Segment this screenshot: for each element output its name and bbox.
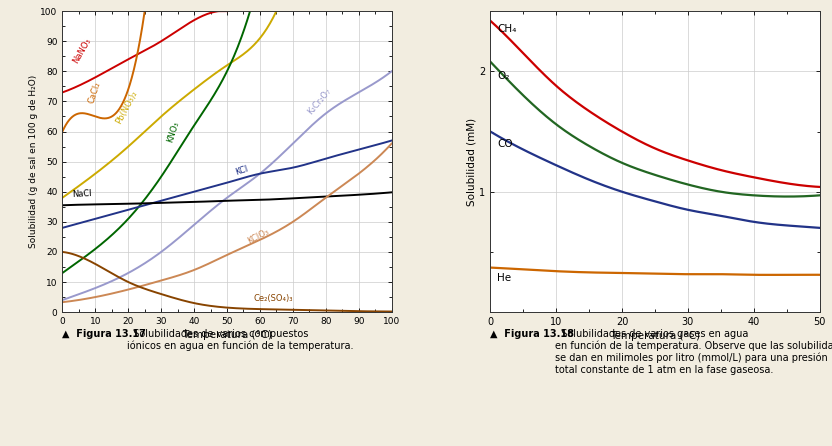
Text: He: He <box>497 273 511 283</box>
Text: ▲  Figura 13.18: ▲ Figura 13.18 <box>490 329 574 339</box>
Text: K₂Cr₂O₇: K₂Cr₂O₇ <box>305 87 333 116</box>
Text: O₂: O₂ <box>497 71 509 81</box>
X-axis label: Temperatura (°C): Temperatura (°C) <box>182 330 272 340</box>
X-axis label: Temperatura (°C): Temperatura (°C) <box>610 331 700 341</box>
Text: CH₄: CH₄ <box>497 24 517 34</box>
Text: NaNO₃: NaNO₃ <box>71 37 92 65</box>
Y-axis label: Solubilidad (mM): Solubilidad (mM) <box>467 118 477 206</box>
Text: KNO₃: KNO₃ <box>166 120 181 144</box>
Text: Solubilidades de varios gases en agua
en función de la temperatura. Observe que : Solubilidades de varios gases en agua en… <box>555 329 832 375</box>
Text: NaCl: NaCl <box>72 189 92 199</box>
Text: KCl: KCl <box>234 164 250 177</box>
Y-axis label: Solubilidad (g de sal en 100 g de H₂O): Solubilidad (g de sal en 100 g de H₂O) <box>28 75 37 248</box>
Text: ▲  Figura 13.17: ▲ Figura 13.17 <box>62 329 146 339</box>
Text: Pb(NO₃)₂: Pb(NO₃)₂ <box>114 89 139 125</box>
Text: Solubilidades de varios compuestos
iónicos en agua en función de la temperatura.: Solubilidades de varios compuestos iónic… <box>126 329 353 351</box>
Text: Ce₂(SO₄)₃: Ce₂(SO₄)₃ <box>253 294 293 303</box>
Text: KClO₃: KClO₃ <box>245 227 270 246</box>
Text: CO: CO <box>497 139 513 149</box>
Text: CaCl₂: CaCl₂ <box>87 80 102 104</box>
